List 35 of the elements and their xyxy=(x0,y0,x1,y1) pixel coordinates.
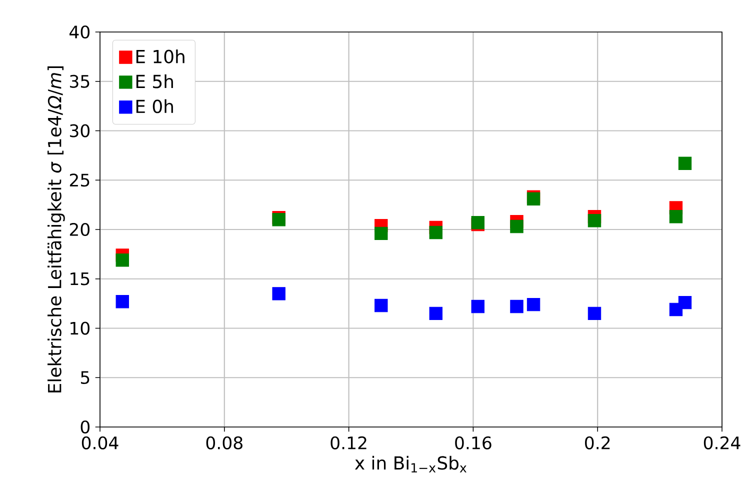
point xyxy=(116,254,129,267)
legend-label: E 5h xyxy=(136,74,173,88)
x-tick-label: 0.08 xyxy=(206,436,242,450)
legend-label: E 10h xyxy=(136,49,184,64)
point xyxy=(429,306,442,320)
y-tick-label: 30 xyxy=(70,124,90,138)
point xyxy=(374,226,388,240)
point xyxy=(510,300,524,314)
y-tick-label: 10 xyxy=(70,322,90,335)
x-tick-label: 0.24 xyxy=(704,436,740,450)
point xyxy=(272,287,286,300)
point xyxy=(669,210,683,224)
y-tick-label: 15 xyxy=(70,272,90,286)
x-tick-label: 0.12 xyxy=(330,436,366,450)
point xyxy=(588,306,602,320)
y-tick-label: 40 xyxy=(70,25,90,39)
x-tick-label: 0.04 xyxy=(82,436,118,450)
x-tick-label: 0.16 xyxy=(455,436,492,450)
y-tick-label: 35 xyxy=(70,74,90,88)
point xyxy=(429,226,442,240)
point xyxy=(678,156,692,170)
y-tick-label: 5 xyxy=(81,371,90,384)
point xyxy=(678,296,692,310)
x-tick-label: 0.2 xyxy=(585,436,610,450)
y-tick-label: 25 xyxy=(70,174,90,187)
point xyxy=(471,300,484,314)
point xyxy=(526,298,540,312)
y-tick-label: 20 xyxy=(70,222,90,236)
y-tick-label: 0 xyxy=(80,420,90,434)
x-axis-title: x in Bi$_{1−x}$Sb$_{x}$ xyxy=(354,456,466,472)
point xyxy=(510,220,524,234)
legend-label: E 0h xyxy=(136,99,173,114)
point xyxy=(374,298,388,312)
point xyxy=(588,214,602,228)
point xyxy=(116,294,129,308)
